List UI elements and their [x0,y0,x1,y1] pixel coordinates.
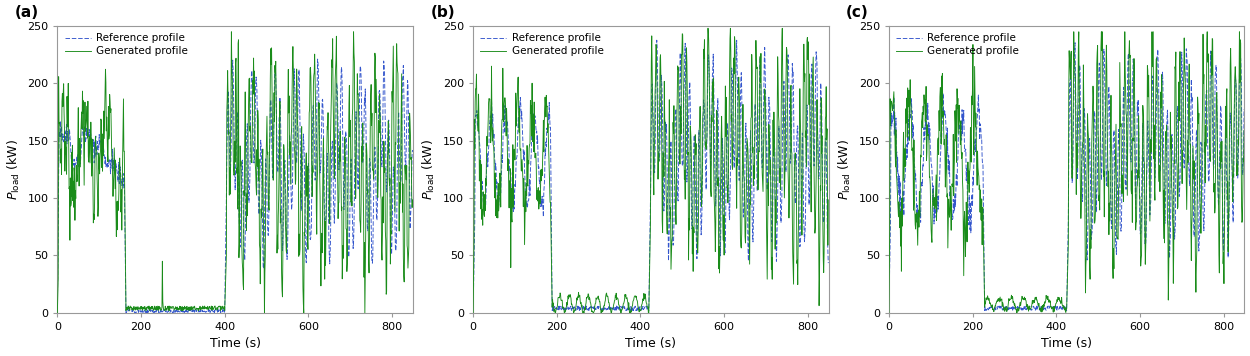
Generated profile [658,151,672,155]
Generated profile [272,221,288,225]
Reference profile [89,147,104,151]
Generated profile [405,198,420,202]
Generated profile [821,198,836,202]
Reference profile [649,38,664,42]
Reference profile [689,229,704,233]
Reference profile [1161,205,1176,209]
Y-axis label: $P_{\rm load}$ (kW): $P_{\rm load}$ (kW) [5,139,21,200]
Reference profile [659,130,674,134]
Y-axis label: $P_{\rm load}$ (kW): $P_{\rm load}$ (kW) [421,139,437,200]
Legend: Reference profile, Generated profile: Reference profile, Generated profile [479,31,605,58]
Line: Reference profile: Reference profile [889,43,1244,313]
Generated profile [1235,220,1250,224]
Reference profile [330,86,345,90]
Text: (c): (c) [846,5,869,20]
Generated profile [50,311,65,315]
Reference profile [465,311,480,315]
Reference profile [678,41,692,46]
X-axis label: Time (s): Time (s) [1041,337,1092,350]
Reference profile [1235,153,1250,157]
Generated profile [89,145,104,149]
Legend: Reference profile, Generated profile: Reference profile, Generated profile [894,31,1021,58]
Line: Generated profile: Generated profile [472,28,829,313]
Reference profile [1068,41,1082,45]
Generated profile [402,133,418,137]
Generated profile [505,220,520,224]
Reference profile [402,215,418,219]
Generated profile [881,311,896,315]
Generated profile [1074,165,1089,169]
Generated profile [1094,45,1109,49]
Generated profile [1066,30,1081,34]
Reference profile [821,261,836,265]
Generated profile [678,168,692,173]
Generated profile [1161,268,1176,273]
Reference profile [272,95,288,99]
Generated profile [1236,128,1250,132]
Reference profile [881,311,896,315]
Generated profile [689,153,704,157]
Generated profile [242,124,258,128]
Reference profile [50,311,65,315]
Line: Reference profile: Reference profile [472,40,829,313]
Text: (a): (a) [15,5,39,20]
Y-axis label: $P_{\rm load}$ (kW): $P_{\rm load}$ (kW) [838,139,854,200]
Reference profile [261,194,276,199]
Generated profile [262,150,278,154]
Generated profile [920,133,935,137]
Reference profile [1094,159,1109,163]
Legend: Reference profile, Generated profile: Reference profile, Generated profile [62,31,190,58]
Reference profile [745,240,760,244]
Reference profile [1236,107,1250,111]
Reference profile [405,148,420,152]
Reference profile [920,101,935,105]
Generated profile [330,102,345,106]
X-axis label: Time (s): Time (s) [210,337,261,350]
Line: Generated profile: Generated profile [889,32,1244,313]
Line: Reference profile: Reference profile [58,59,413,313]
Reference profile [1074,186,1089,190]
Generated profile [700,26,715,31]
Generated profile [465,311,480,315]
X-axis label: Time (s): Time (s) [625,337,676,350]
Reference profile [819,136,834,140]
Generated profile [1104,155,1119,159]
Generated profile [224,30,239,34]
Generated profile [745,145,760,150]
Line: Generated profile: Generated profile [58,32,413,313]
Reference profile [242,178,258,183]
Reference profile [1104,224,1119,228]
Text: (b): (b) [430,5,455,20]
Reference profile [310,57,325,61]
Generated profile [819,85,834,89]
Reference profile [505,190,520,195]
